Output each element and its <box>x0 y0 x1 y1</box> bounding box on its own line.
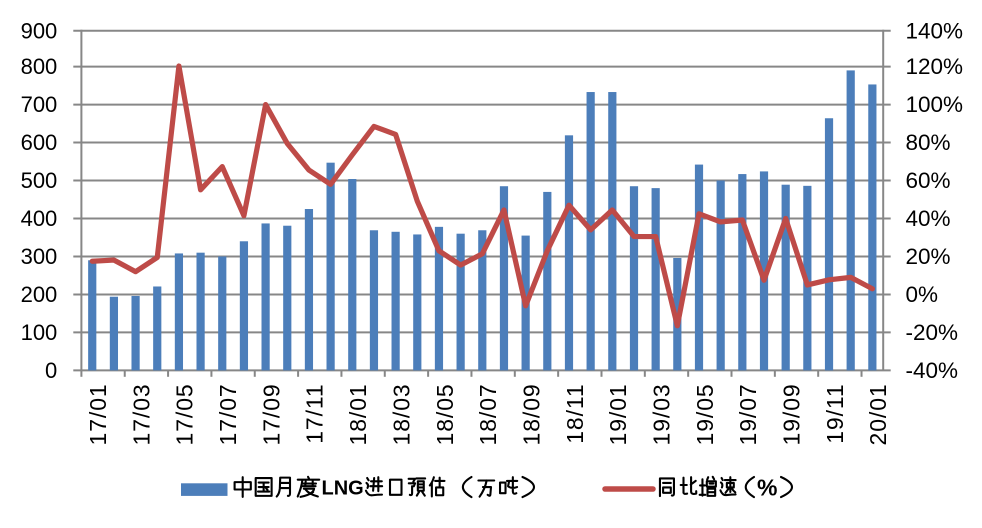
svg-text:18/09: 18/09 <box>518 383 544 445</box>
svg-text:18/01: 18/01 <box>345 383 371 445</box>
svg-text:-40%: -40% <box>906 358 959 383</box>
svg-text:-20%: -20% <box>906 320 959 345</box>
svg-text:900: 900 <box>21 18 58 43</box>
svg-text:17/01: 17/01 <box>85 383 111 445</box>
svg-text:19/11: 19/11 <box>822 383 848 443</box>
svg-text:600: 600 <box>21 130 58 155</box>
svg-text:17/03: 17/03 <box>128 383 154 445</box>
svg-text:100: 100 <box>21 320 58 345</box>
svg-text:18/03: 18/03 <box>388 383 414 445</box>
svg-text:%: % <box>757 475 777 501</box>
svg-text:0%: 0% <box>906 282 939 307</box>
svg-text:19/01: 19/01 <box>605 383 631 445</box>
svg-text:140%: 140% <box>906 18 964 43</box>
svg-text:60%: 60% <box>906 168 951 193</box>
svg-text:17/07: 17/07 <box>215 383 241 445</box>
svg-text:19/09: 19/09 <box>778 383 804 445</box>
svg-text:20/01: 20/01 <box>865 383 891 445</box>
svg-text:800: 800 <box>21 54 58 79</box>
svg-text:200: 200 <box>21 282 58 307</box>
svg-text:LNG: LNG <box>322 478 364 500</box>
svg-text:19/07: 19/07 <box>735 383 761 445</box>
svg-text:17/05: 17/05 <box>172 383 198 445</box>
svg-text:19/05: 19/05 <box>692 383 718 445</box>
svg-text:18/07: 18/07 <box>475 383 501 445</box>
svg-text:0: 0 <box>45 358 57 383</box>
svg-text:18/11: 18/11 <box>562 383 588 443</box>
svg-text:17/09: 17/09 <box>258 383 284 445</box>
svg-text:20%: 20% <box>906 244 951 269</box>
svg-text:120%: 120% <box>906 54 964 79</box>
svg-text:100%: 100% <box>906 92 964 117</box>
svg-text:300: 300 <box>21 244 58 269</box>
svg-text:80%: 80% <box>906 130 951 155</box>
svg-text:40%: 40% <box>906 206 951 231</box>
svg-text:700: 700 <box>21 92 58 117</box>
svg-text:18/05: 18/05 <box>432 383 458 445</box>
svg-text:19/03: 19/03 <box>648 383 674 445</box>
svg-text:17/11: 17/11 <box>302 383 328 443</box>
svg-text:500: 500 <box>21 168 58 193</box>
svg-text:400: 400 <box>21 206 58 231</box>
